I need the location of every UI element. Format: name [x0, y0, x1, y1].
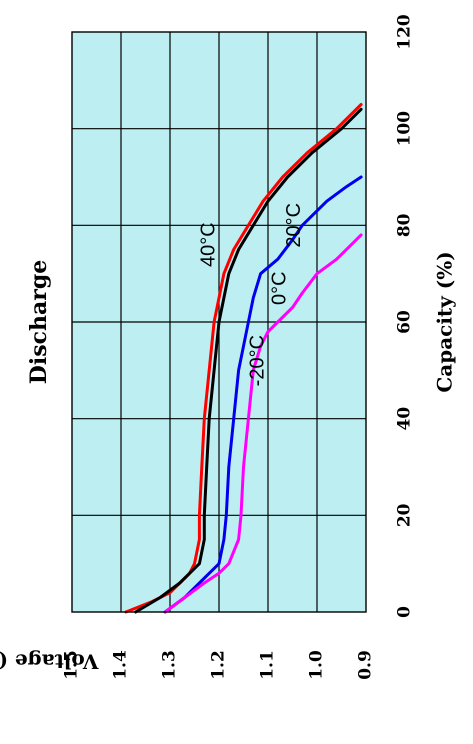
plot-border	[71, 31, 367, 613]
chart-title: Discharge	[26, 260, 52, 384]
series-label: -20°C	[246, 335, 268, 386]
y-tick-label: 1.3	[160, 650, 180, 680]
x-tick-label: 0	[395, 606, 415, 618]
x-tick-labels: 0 20 40 60 80 100 120	[395, 14, 415, 618]
series-lines	[124, 103, 363, 614]
series-line	[134, 107, 363, 614]
x-tick-label: 60	[395, 310, 415, 334]
series-line	[163, 175, 363, 614]
series-line	[163, 233, 363, 614]
series-labels: 40°C 20°C 0°C -20°C	[197, 203, 305, 386]
x-axis-label: Capacity (%)	[433, 251, 457, 392]
y-tick-label: 1.1	[258, 650, 278, 680]
y-tick-label: 1.4	[111, 650, 131, 680]
x-tick-label: 20	[395, 503, 415, 527]
x-tick-label: 100	[395, 111, 415, 147]
x-tick-label: 80	[395, 213, 415, 237]
y-tick-label: 1.0	[307, 650, 327, 680]
x-tick-label: 120	[395, 14, 415, 50]
y-axis-label: Voltage (V)	[0, 650, 99, 674]
series-label: 20°C	[283, 203, 305, 248]
series-label: 0°C	[269, 271, 291, 305]
y-tick-label: 1.5	[62, 650, 82, 680]
y-tick-labels: 1.5 1.4 1.3 1.2 1.1 1.0 0.9	[62, 650, 376, 680]
x-tick-label: 40	[395, 407, 415, 431]
series-label: 40°C	[197, 222, 219, 267]
y-tick-label: 1.2	[209, 650, 229, 680]
y-tick-label: 0.9	[356, 650, 376, 680]
